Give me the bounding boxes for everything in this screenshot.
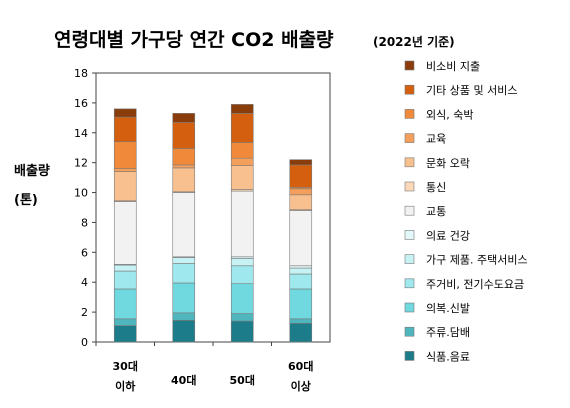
chart-subtitle: (2022년 기준)	[373, 34, 455, 49]
bar-segment	[230, 265, 254, 285]
bar-segment	[113, 168, 137, 172]
bar-segment	[172, 148, 196, 166]
legend-swatch	[404, 205, 415, 216]
legend-label: 교육	[426, 133, 446, 146]
legend-swatch	[404, 181, 415, 192]
chart-title: 연령대별 가구당 연간 CO2 배출량	[54, 29, 334, 51]
bar-segment	[172, 167, 196, 193]
legend-swatch	[404, 351, 415, 361]
y-axis-label-line-2: (톤)	[14, 193, 38, 208]
legend-label: 식품.음료	[426, 350, 470, 363]
legend-swatch	[404, 84, 415, 95]
bar-segment	[172, 263, 196, 284]
y-tick-label: 2	[81, 306, 88, 319]
y-tick-label: 18	[74, 67, 88, 80]
bar-segment	[172, 113, 196, 123]
x-tick-label: 40대	[171, 373, 196, 387]
bar-segment	[172, 122, 196, 149]
bar-segment	[289, 318, 313, 324]
legend-swatch	[404, 157, 415, 168]
bar-segment	[289, 288, 313, 320]
x-tick-label: 이상	[291, 379, 311, 393]
bar-segment	[289, 267, 313, 275]
bar-segment	[230, 142, 254, 159]
legend-label: 의료 건강	[426, 229, 470, 242]
bar-segment	[113, 270, 137, 290]
bar-segment	[172, 282, 196, 314]
legend-label: 문화 오락	[426, 157, 470, 170]
y-tick-label: 12	[74, 157, 88, 170]
legend-label: 의복.신발	[426, 302, 470, 315]
bar-segment	[230, 258, 254, 267]
legend-label: 교통	[426, 205, 446, 218]
bar-segment	[113, 116, 137, 143]
legend-swatch	[404, 254, 415, 264]
bar-segment	[172, 257, 196, 264]
bar-segment	[289, 159, 313, 166]
bar-segment	[113, 141, 137, 169]
legend-swatch	[404, 60, 415, 71]
legend-swatch	[404, 230, 415, 240]
y-tick-label: 16	[74, 97, 88, 110]
x-tick-label: 이하	[115, 379, 136, 393]
y-tick-label: 0	[81, 336, 88, 349]
x-tick-label: 50대	[230, 373, 255, 387]
bar-segment	[289, 265, 313, 269]
bar-segment	[113, 108, 137, 118]
chart-bars	[113, 104, 313, 343]
x-tick-label: 60대	[288, 359, 313, 373]
legend-swatch	[404, 109, 415, 119]
y-tick-label: 10	[74, 187, 88, 200]
bar-segment	[230, 320, 254, 343]
bar-segment	[230, 113, 254, 143]
x-tick-label: 30대	[113, 359, 138, 373]
bar-segment	[113, 288, 137, 320]
bar-segment	[172, 312, 196, 321]
y-tick-label: 6	[81, 246, 88, 259]
y-tick-label: 14	[74, 127, 88, 140]
legend-label: 외식, 숙박	[426, 108, 473, 121]
legend-label: 주류.담배	[426, 326, 470, 339]
legend-label: 기타 상품 및 서비스	[426, 84, 517, 97]
bar-segment	[230, 190, 254, 258]
bar-segment	[172, 164, 196, 169]
bar-segment	[172, 320, 196, 343]
bar-segment	[289, 323, 313, 343]
bar-segment	[113, 325, 137, 343]
y-axis-label-line-1: 배출량	[14, 163, 50, 179]
bar-segment	[289, 210, 313, 267]
bar-segment	[113, 171, 137, 202]
legend-swatch	[404, 133, 415, 143]
bar-segment	[113, 264, 137, 272]
bar-segment	[172, 192, 196, 258]
bar-segment	[289, 164, 313, 188]
legend-label: 가구 제품. 주택서비스	[426, 254, 528, 267]
bar-segment	[230, 313, 254, 322]
bar-segment	[113, 318, 137, 326]
legend-swatch	[404, 326, 415, 337]
y-tick-label: 4	[81, 276, 88, 289]
legend-label: 주거비, 전기수도요금	[426, 278, 524, 291]
legend-label: 비소비 지출	[426, 60, 480, 73]
bar-segment	[289, 188, 313, 196]
bar-segment	[289, 194, 313, 211]
bar-segment	[113, 201, 137, 265]
bar-segment	[230, 283, 254, 314]
bar-segment	[230, 165, 254, 190]
bar-segment	[230, 104, 254, 114]
legend-swatch	[404, 302, 415, 313]
legend-swatch	[404, 278, 415, 289]
bar-segment	[289, 273, 313, 290]
legend-label: 통신	[426, 181, 446, 194]
bar-segment	[230, 157, 254, 166]
y-tick-label: 8	[81, 216, 88, 229]
